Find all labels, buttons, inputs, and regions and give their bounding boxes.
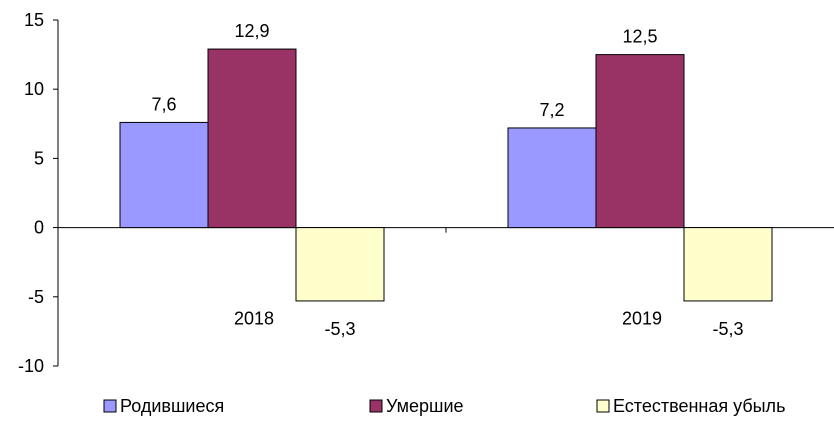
data-labels: 7,6 12,9 -5,3 7,2 12,5 -5,3 (151, 21, 743, 339)
y-tick-label: 0 (34, 218, 44, 238)
bar (683, 227, 773, 302)
y-tick-label: -5 (28, 287, 44, 307)
y-axis: 15 10 5 0 -5 -10 (18, 10, 834, 376)
legend-swatch (596, 399, 610, 413)
category-label: 2018 (234, 309, 274, 329)
data-label: -5,3 (324, 319, 355, 339)
y-tick-label: -10 (18, 356, 44, 376)
y-tick-label: 5 (34, 148, 44, 168)
data-label: 7,6 (151, 94, 176, 114)
y-tick-label: 15 (24, 10, 44, 30)
category-label: 2019 (622, 309, 662, 329)
legend-swatch (369, 399, 383, 413)
data-label: 12,5 (622, 27, 657, 47)
bars (119, 48, 773, 302)
bar (119, 121, 209, 229)
legend: Родившиеся Умершие Естественная убыль (103, 396, 785, 416)
data-label: 7,2 (539, 100, 564, 120)
bar (207, 48, 297, 229)
legend-label: Родившиеся (120, 396, 224, 416)
data-label: -5,3 (712, 319, 743, 339)
bar (295, 227, 385, 302)
data-label: 12,9 (234, 21, 269, 41)
y-tick-label: 10 (24, 79, 44, 99)
bar (595, 54, 685, 229)
bar (507, 127, 597, 229)
legend-label: Умершие (386, 396, 464, 416)
legend-label: Естественная убыль (613, 396, 785, 416)
category-labels: 2018 2019 (234, 309, 662, 329)
legend-swatch (103, 399, 117, 413)
